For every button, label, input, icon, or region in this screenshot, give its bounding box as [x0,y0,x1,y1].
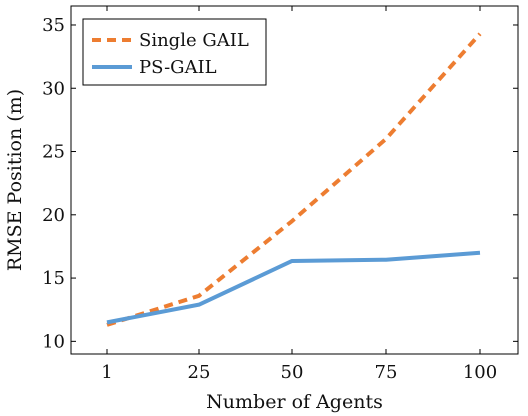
y-tick-label: 35 [42,15,65,36]
y-tick-label: 20 [42,205,65,226]
x-tick-label: 100 [463,362,497,383]
series-line-ps-gail [106,250,481,325]
x-tick-label: 75 [375,362,398,383]
legend-label-single-gail: Single GAIL [139,30,249,51]
y-axis-title: RMSE Position (m) [4,89,26,271]
x-tick-label: 25 [188,362,211,383]
x-tick-label: 1 [101,362,112,383]
legend-box [82,18,267,86]
x-axis-title: Number of Agents [206,391,383,413]
x-axis-ticks: 1 25 50 75 100 [101,6,497,383]
series-line-single-gail [106,32,482,327]
x-tick-label: 50 [281,362,304,383]
y-tick-label: 15 [42,268,65,289]
y-tick-label: 25 [42,142,65,163]
plot-frame [70,5,519,355]
legend: Single GAIL PS-GAIL [82,18,267,86]
y-axis-ticks: 10 15 20 25 30 35 [42,15,518,352]
legend-label-ps-gail: PS-GAIL [139,57,217,78]
y-tick-label: 10 [42,331,65,352]
y-tick-label: 30 [42,78,65,99]
series-layer [106,32,482,327]
